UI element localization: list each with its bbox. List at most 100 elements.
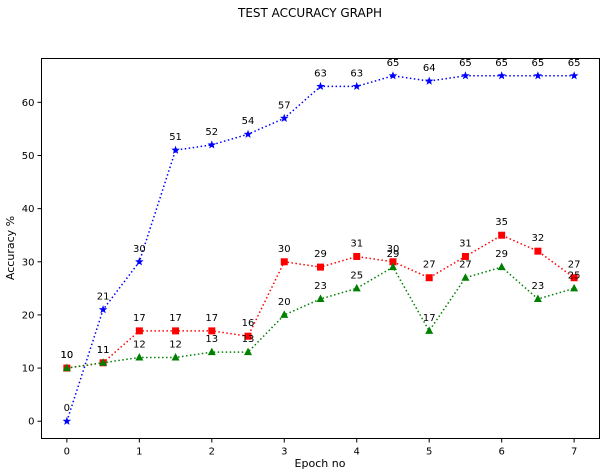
data-point <box>388 71 398 80</box>
data-label: 10 <box>60 350 73 361</box>
data-point <box>534 247 542 255</box>
data-point <box>99 358 108 366</box>
data-label: 21 <box>97 292 110 303</box>
series-2: 10 11 12 12 13 13 20 23 25 29 17 27 29 23 25 <box>60 249 581 372</box>
data-label: 23 <box>532 281 545 292</box>
data-label: 20 <box>278 297 291 308</box>
y-axis: 0 10 20 30 40 50 60 <box>22 98 42 428</box>
data-point <box>461 71 470 80</box>
x-tick-label: 6 <box>498 447 504 458</box>
data-point <box>280 310 289 318</box>
data-label: 29 <box>387 249 400 260</box>
data-label: 12 <box>133 339 146 350</box>
data-point <box>498 231 506 239</box>
data-point <box>62 363 71 372</box>
data-point <box>207 140 217 149</box>
data-label: 63 <box>314 68 327 79</box>
data-label: 17 <box>423 313 436 324</box>
data-point <box>62 416 72 425</box>
y-tick-label: 0 <box>28 417 34 428</box>
y-axis-label: Accuracy % <box>4 216 17 280</box>
x-tick-label: 4 <box>354 447 360 458</box>
data-point <box>570 274 578 282</box>
data-point <box>208 327 216 335</box>
y-tick-label: 40 <box>22 204 35 215</box>
data-label: 65 <box>387 58 400 69</box>
data-label: 65 <box>459 58 472 69</box>
data-label: 27 <box>568 260 581 271</box>
data-point <box>171 352 180 361</box>
data-label: 65 <box>568 58 581 69</box>
y-tick-label: 50 <box>22 151 35 162</box>
data-point <box>279 113 289 122</box>
data-point <box>207 347 216 356</box>
data-label: 30 <box>387 244 400 255</box>
data-label: 0 <box>64 403 70 414</box>
data-point <box>172 327 180 335</box>
data-label: 57 <box>278 100 291 111</box>
data-point <box>244 347 253 356</box>
x-tick-label: 7 <box>571 447 577 458</box>
data-point <box>497 262 506 271</box>
data-label: 17 <box>205 313 218 324</box>
data-label: 51 <box>169 132 182 143</box>
x-axis: 0 1 2 3 4 5 6 7 <box>64 438 577 458</box>
data-point <box>461 273 470 281</box>
chart-title: TEST ACCURACY GRAPH <box>237 6 382 20</box>
series-line <box>66 266 575 369</box>
data-point <box>569 71 579 80</box>
data-label: 30 <box>278 244 291 255</box>
data-label: 32 <box>532 233 545 244</box>
data-label: 11 <box>97 345 110 356</box>
data-point <box>98 305 108 314</box>
data-label: 29 <box>495 249 508 260</box>
data-label: 25 <box>568 270 581 281</box>
data-label: 31 <box>350 238 363 249</box>
data-label: 65 <box>532 58 545 69</box>
data-label: 13 <box>205 334 218 345</box>
data-label: 30 <box>133 244 146 255</box>
data-label: 54 <box>242 116 255 127</box>
data-label: 25 <box>350 270 363 281</box>
data-point <box>352 283 361 292</box>
data-label: 35 <box>495 217 508 228</box>
data-point <box>316 294 325 302</box>
x-axis-label: Epoch no <box>295 457 346 470</box>
data-point <box>135 327 143 335</box>
data-label: 29 <box>314 249 327 260</box>
data-point <box>533 71 543 80</box>
data-label: 64 <box>423 63 436 74</box>
data-label: 65 <box>495 58 508 69</box>
data-point <box>317 263 324 271</box>
data-point <box>424 76 434 85</box>
data-point <box>135 352 144 361</box>
data-label: 63 <box>350 68 363 79</box>
series-layer: 0 21 30 51 52 54 57 63 63 65 64 65 65 65 65 10 11 17 17 17 1… <box>60 58 581 425</box>
x-tick-label: 3 <box>281 447 287 458</box>
y-tick-label: 60 <box>22 98 35 109</box>
data-label: 10 <box>60 350 73 361</box>
data-point <box>352 81 362 91</box>
data-label: 16 <box>242 318 255 329</box>
y-tick-label: 30 <box>22 257 35 268</box>
data-label: 13 <box>242 334 255 345</box>
data-point <box>135 257 144 266</box>
data-point <box>533 294 542 302</box>
data-label: 12 <box>169 339 182 350</box>
data-point <box>497 71 506 80</box>
data-label: 17 <box>133 313 146 324</box>
data-point <box>388 262 397 271</box>
data-point <box>425 326 434 334</box>
x-tick-label: 1 <box>136 447 142 458</box>
x-tick-label: 5 <box>426 447 432 458</box>
data-point <box>570 283 579 292</box>
y-tick-label: 20 <box>22 310 35 321</box>
data-label: 52 <box>205 127 218 138</box>
series-0: 0 21 30 51 52 54 57 63 63 65 64 65 65 65 65 <box>62 58 581 425</box>
data-label: 11 <box>97 345 110 356</box>
data-point <box>244 332 252 340</box>
data-label: 17 <box>169 313 182 324</box>
data-point <box>353 252 361 260</box>
